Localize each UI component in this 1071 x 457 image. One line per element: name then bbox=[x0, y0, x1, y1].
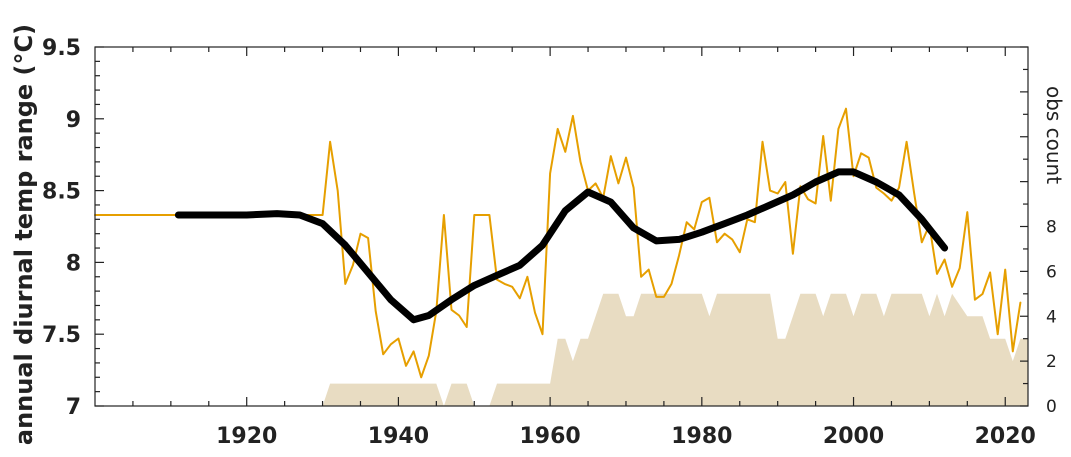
y2-tick-label: 8 bbox=[1046, 218, 1057, 238]
obs-count-area-layer bbox=[322, 293, 1028, 406]
smoothed-temp-line bbox=[174, 168, 949, 324]
x-tick-label: 1980 bbox=[671, 424, 732, 449]
y2-tick-label: 6 bbox=[1046, 262, 1057, 282]
y-tick-label: 9.5 bbox=[42, 36, 81, 61]
y-tick-label: 9 bbox=[66, 108, 81, 133]
axes-layer: 1920 1940 1960 1980 2000 2020 7 7.5 8 8.5 9 9.5 0 2 4 6… bbox=[42, 36, 1057, 449]
y2-tick-label: 2 bbox=[1046, 352, 1057, 372]
x-tick-label: 1960 bbox=[520, 424, 581, 449]
y-tick-label: 7 bbox=[66, 395, 81, 420]
x-tick-label: 1920 bbox=[216, 424, 277, 449]
y-axis-title: annual diurnal temp range (°C) bbox=[10, 24, 38, 445]
y2-axis-title: obs count bbox=[1042, 86, 1066, 184]
y2-tick-label: 0 bbox=[1046, 397, 1057, 417]
y-tick-label: 7.5 bbox=[42, 323, 81, 348]
y2-tick-label: 4 bbox=[1046, 307, 1057, 327]
y-tick-label: 8.5 bbox=[42, 180, 81, 205]
annual-temp-line bbox=[94, 107, 1022, 379]
x-tick-label: 2000 bbox=[823, 424, 884, 449]
y-tick-label: 8 bbox=[66, 251, 81, 276]
smooth-series-layer bbox=[174, 168, 949, 324]
annual-series-layer bbox=[94, 107, 1022, 379]
obs-count-area bbox=[322, 293, 1028, 406]
x-tick-label: 1940 bbox=[368, 424, 429, 449]
x-tick-label: 2020 bbox=[975, 424, 1036, 449]
